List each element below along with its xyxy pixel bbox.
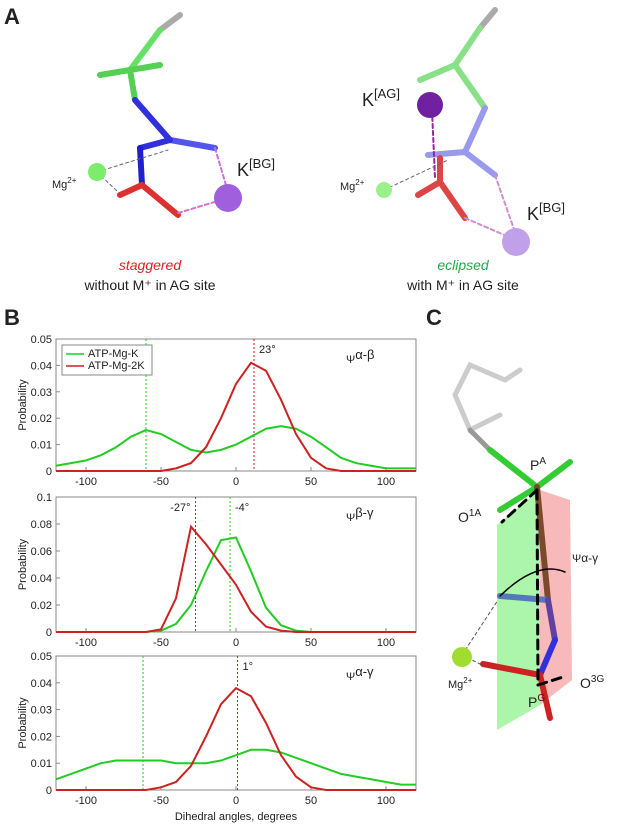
- ion-label: Mg2+: [340, 178, 365, 193]
- x-tick-label: 0: [233, 795, 239, 807]
- x-tick-label: 50: [305, 637, 317, 649]
- y-axis-label: Probability: [17, 697, 29, 749]
- y-tick-label: 0.04: [31, 678, 52, 690]
- x-tick-label: 100: [377, 637, 395, 649]
- x-tick-label: -100: [75, 476, 97, 488]
- x-tick-label: -50: [153, 476, 169, 488]
- chart-title: Ψβ-γ: [346, 505, 374, 524]
- y-tick-label: 0.02: [31, 413, 52, 425]
- x-tick-label: 50: [305, 476, 317, 488]
- title-sub: β-γ: [355, 505, 374, 520]
- y-tick-label: 0.1: [37, 492, 52, 504]
- atom-label: O3G: [580, 674, 604, 691]
- legend-label: ATP-Mg-K: [88, 348, 139, 360]
- atom-label: PG: [528, 693, 545, 710]
- panel-label: C: [426, 305, 442, 330]
- state-label: eclipsed: [437, 257, 490, 273]
- title-symbol: Ψ: [346, 512, 355, 524]
- marker-label: 1°: [243, 661, 254, 673]
- y-axis-label: Probability: [17, 379, 29, 431]
- chart-title: Ψα-β: [346, 347, 375, 366]
- x-tick-label: 0: [233, 476, 239, 488]
- x-tick-label: -50: [153, 795, 169, 807]
- series-line: [56, 686, 416, 791]
- ion-label: Mg2+: [52, 176, 77, 191]
- state-label: staggered: [119, 257, 182, 273]
- y-tick-label: 0.06: [31, 546, 52, 558]
- y-tick-label: 0.05: [31, 651, 52, 663]
- y-axis-label: Probability: [17, 538, 29, 590]
- y-tick-label: 0: [46, 466, 52, 478]
- series-line: [55, 748, 416, 786]
- ion-label: Mg2+: [448, 676, 473, 691]
- marker-label: -4°: [235, 502, 249, 514]
- series-line: [56, 361, 416, 472]
- x-tick-label: -100: [75, 795, 97, 807]
- series-line: [55, 425, 416, 470]
- ion-label: K[AG]: [362, 86, 400, 110]
- legend-label: ATP-Mg-2K: [88, 360, 145, 372]
- x-axis-label: Dihedral angles, degrees: [175, 811, 298, 823]
- x-tick-label: 50: [305, 795, 317, 807]
- chart-title: Ψα-γ: [346, 664, 374, 683]
- y-tick-label: 0: [46, 627, 52, 639]
- y-tick-label: 0.03: [31, 705, 52, 717]
- y-tick-label: 0.08: [31, 519, 52, 531]
- molecule-c: [452, 361, 573, 730]
- series-line: [56, 524, 416, 633]
- legend-box: [61, 344, 153, 376]
- y-tick-label: 0.02: [31, 600, 52, 612]
- panel-label: B: [4, 305, 20, 330]
- y-tick-label: 0.03: [31, 387, 52, 399]
- panel-label: A: [4, 4, 20, 29]
- angle-label: Ψα-γ: [572, 551, 598, 565]
- atom-label: PA: [530, 456, 546, 473]
- title-symbol: Ψ: [346, 671, 355, 683]
- molecule-right: [376, 7, 530, 256]
- title-symbol: Ψ: [346, 354, 355, 366]
- molecule-left: [88, 12, 242, 218]
- y-tick-label: 0.01: [31, 440, 52, 452]
- x-tick-label: 100: [377, 476, 395, 488]
- marker-label: -27°: [170, 502, 190, 514]
- title-sub: α-β: [355, 347, 374, 362]
- x-tick-label: -100: [75, 637, 97, 649]
- y-tick-label: 0.04: [31, 360, 52, 372]
- caption: with M⁺ in AG site: [406, 277, 519, 293]
- x-tick-label: 0: [233, 637, 239, 649]
- caption: without M⁺ in AG site: [83, 277, 215, 293]
- ion-label: K[BG]: [237, 156, 275, 180]
- y-tick-label: 0.02: [31, 731, 52, 743]
- x-tick-label: -50: [153, 637, 169, 649]
- ion-label: K[BG]: [527, 200, 565, 224]
- y-tick-label: 0.05: [31, 334, 52, 346]
- y-tick-label: 0: [46, 785, 52, 797]
- atom-label: O1A: [458, 508, 481, 525]
- y-tick-label: 0.04: [31, 573, 52, 585]
- y-tick-label: 0.01: [31, 758, 52, 770]
- title-sub: α-γ: [355, 664, 374, 679]
- x-tick-label: 100: [377, 795, 395, 807]
- marker-label: 23°: [259, 344, 276, 356]
